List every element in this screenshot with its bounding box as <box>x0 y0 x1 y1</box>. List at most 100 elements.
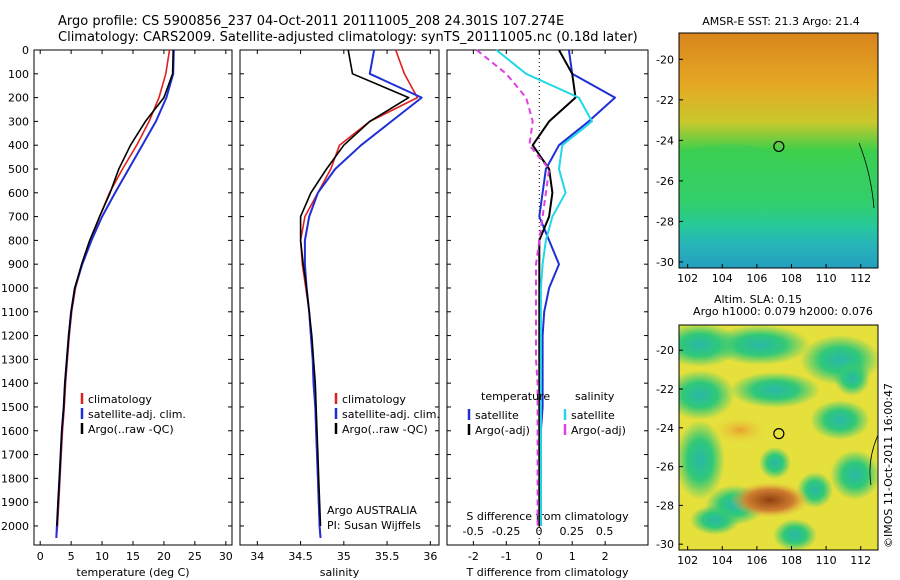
sla-feature <box>710 415 770 445</box>
sla-field <box>679 325 878 550</box>
map-y-tick-label: -28 <box>656 499 674 512</box>
sla-map-title-line2: Argo h1000: 0.079 h2000: 0.076 <box>693 305 873 318</box>
y-tick-label: 1300 <box>1 353 29 366</box>
legend-label: climatology <box>342 393 406 406</box>
map-y-tick-label: -20 <box>656 53 674 66</box>
x-tick-label: 25 <box>188 550 202 563</box>
y-tick-label: 1900 <box>1 496 29 509</box>
map-y-tick-label: -26 <box>656 175 674 188</box>
x-tick-label: 2 <box>602 550 609 563</box>
series-line-argo-raw-qc- <box>56 49 174 527</box>
top-axis-label: S difference from climatology <box>466 510 629 523</box>
y-tick-label: 1000 <box>1 282 29 295</box>
sst-map: 102 104 106 108 110 112 -20 -22 -24 -26 -28 -30 <box>656 32 879 285</box>
map-x-tick-label: 106 <box>746 272 767 285</box>
y-tick-label: 500 <box>8 163 29 176</box>
y-tick-label: 600 <box>8 187 29 200</box>
panel-frame <box>33 49 233 546</box>
y-tick-label: 400 <box>8 139 29 152</box>
legend-label: Argo(-adj) <box>571 424 626 437</box>
x-tick-label: 10 <box>95 550 109 563</box>
x-tick-label: 36 <box>423 550 437 563</box>
map-x-tick-label: 110 <box>816 554 837 567</box>
x-tick-label: 0 <box>536 550 543 563</box>
y-tick-label: 1100 <box>1 306 29 319</box>
x-tick-label: 34.5 <box>288 550 313 563</box>
map-y-tick-label: -30 <box>656 256 674 269</box>
top-tick-label: 0 <box>535 525 542 538</box>
map-x-tick-label: 108 <box>781 554 802 567</box>
map-frame <box>678 324 879 551</box>
x-tick-label: 35.5 <box>375 550 400 563</box>
map-y-tick-label: -26 <box>656 461 674 474</box>
legend-label: satellite <box>475 409 519 422</box>
x-axis-label: temperature (deg C) <box>76 566 189 579</box>
sla-map-title-line1: Altim. SLA: 0.15 <box>713 293 803 306</box>
y-tick-label: 800 <box>8 234 29 247</box>
map-x-tick-label: 112 <box>850 272 871 285</box>
map-x-tick-label: 104 <box>712 272 733 285</box>
sst-field <box>679 33 878 268</box>
map-y-tick-label: -22 <box>656 94 674 107</box>
x-tick-label: 20 <box>157 550 171 563</box>
panel-frame <box>446 49 649 546</box>
series-line-temperature-satellite <box>538 49 616 526</box>
y-tick-label: 1500 <box>1 401 29 414</box>
sla-feature <box>679 370 735 420</box>
y-tick-label: 900 <box>8 258 29 271</box>
y-tick-label: 300 <box>8 115 29 128</box>
map-y-tick-label: -24 <box>656 134 674 147</box>
legend-label: satellite <box>571 409 615 422</box>
top-tick-label: 0.5 <box>596 525 614 538</box>
sst-map-title: AMSR-E SST: 21.3 Argo: 21.4 <box>702 15 860 28</box>
map-y-tick-label: -30 <box>656 538 674 551</box>
panel-frame <box>239 49 440 546</box>
x-axis-label: T difference from climatology <box>466 566 629 579</box>
y-tick-label: 1600 <box>1 425 29 438</box>
profile-panel-2: -2 -1 0 1 2 T difference from climatology -0.5… <box>446 49 649 579</box>
x-tick-label: 5 <box>68 550 75 563</box>
y-tick-label: 700 <box>8 211 29 224</box>
map-x-tick-label: 104 <box>712 554 733 567</box>
map-x-tick-label: 106 <box>746 554 767 567</box>
top-tick-label: -0.5 <box>463 525 484 538</box>
x-tick-label: -2 <box>468 550 479 563</box>
sla-feature <box>830 450 878 500</box>
x-tick-label: 15 <box>126 550 140 563</box>
series-line-salinity-satellite <box>495 49 593 526</box>
y-tick-label: 1800 <box>1 472 29 485</box>
x-tick-label: 34 <box>250 550 264 563</box>
map-x-tick-label: 108 <box>781 272 802 285</box>
x-tick-label: 0 <box>37 550 44 563</box>
sla-feature <box>679 420 725 500</box>
map-frame <box>678 32 879 269</box>
x-axis-label: salinity <box>320 566 360 579</box>
map-y-tick-label: -28 <box>656 215 674 228</box>
legend-label: satellite-adj. clim. <box>88 408 186 421</box>
series-line-temperature-argo-adj- <box>531 49 577 526</box>
y-tick-label: 0 <box>22 44 29 57</box>
top-tick-label: -0.25 <box>492 525 520 538</box>
y-tick-label: 1200 <box>1 330 29 343</box>
x-tick-label: 1 <box>569 550 576 563</box>
sla-feature <box>810 400 870 440</box>
y-tick-label: 1700 <box>1 449 29 462</box>
y-tick-label: 200 <box>8 92 29 105</box>
y-tick-label: 100 <box>8 68 29 81</box>
top-tick-label: 0.25 <box>560 525 585 538</box>
map-y-tick-label: -24 <box>656 422 674 435</box>
map-y-tick-label: -22 <box>656 383 674 396</box>
map-x-tick-label: 102 <box>677 554 698 567</box>
sla-feature <box>730 372 820 408</box>
legend-label: satellite-adj. clim. <box>342 408 440 421</box>
x-tick-label: -1 <box>501 550 512 563</box>
argo-position-marker <box>773 428 785 440</box>
sla-feature <box>730 482 810 518</box>
map-x-tick-label: 110 <box>816 272 837 285</box>
series-line-argo-raw-qc- <box>299 49 410 527</box>
sla-feature <box>834 360 870 396</box>
y-tick-label: 2000 <box>1 520 29 533</box>
legend-header-salinity: salinity <box>575 390 615 403</box>
sla-map: 102 104 106 108 110 112 -20 -22 -24 -26 -28 -30 <box>656 324 879 567</box>
